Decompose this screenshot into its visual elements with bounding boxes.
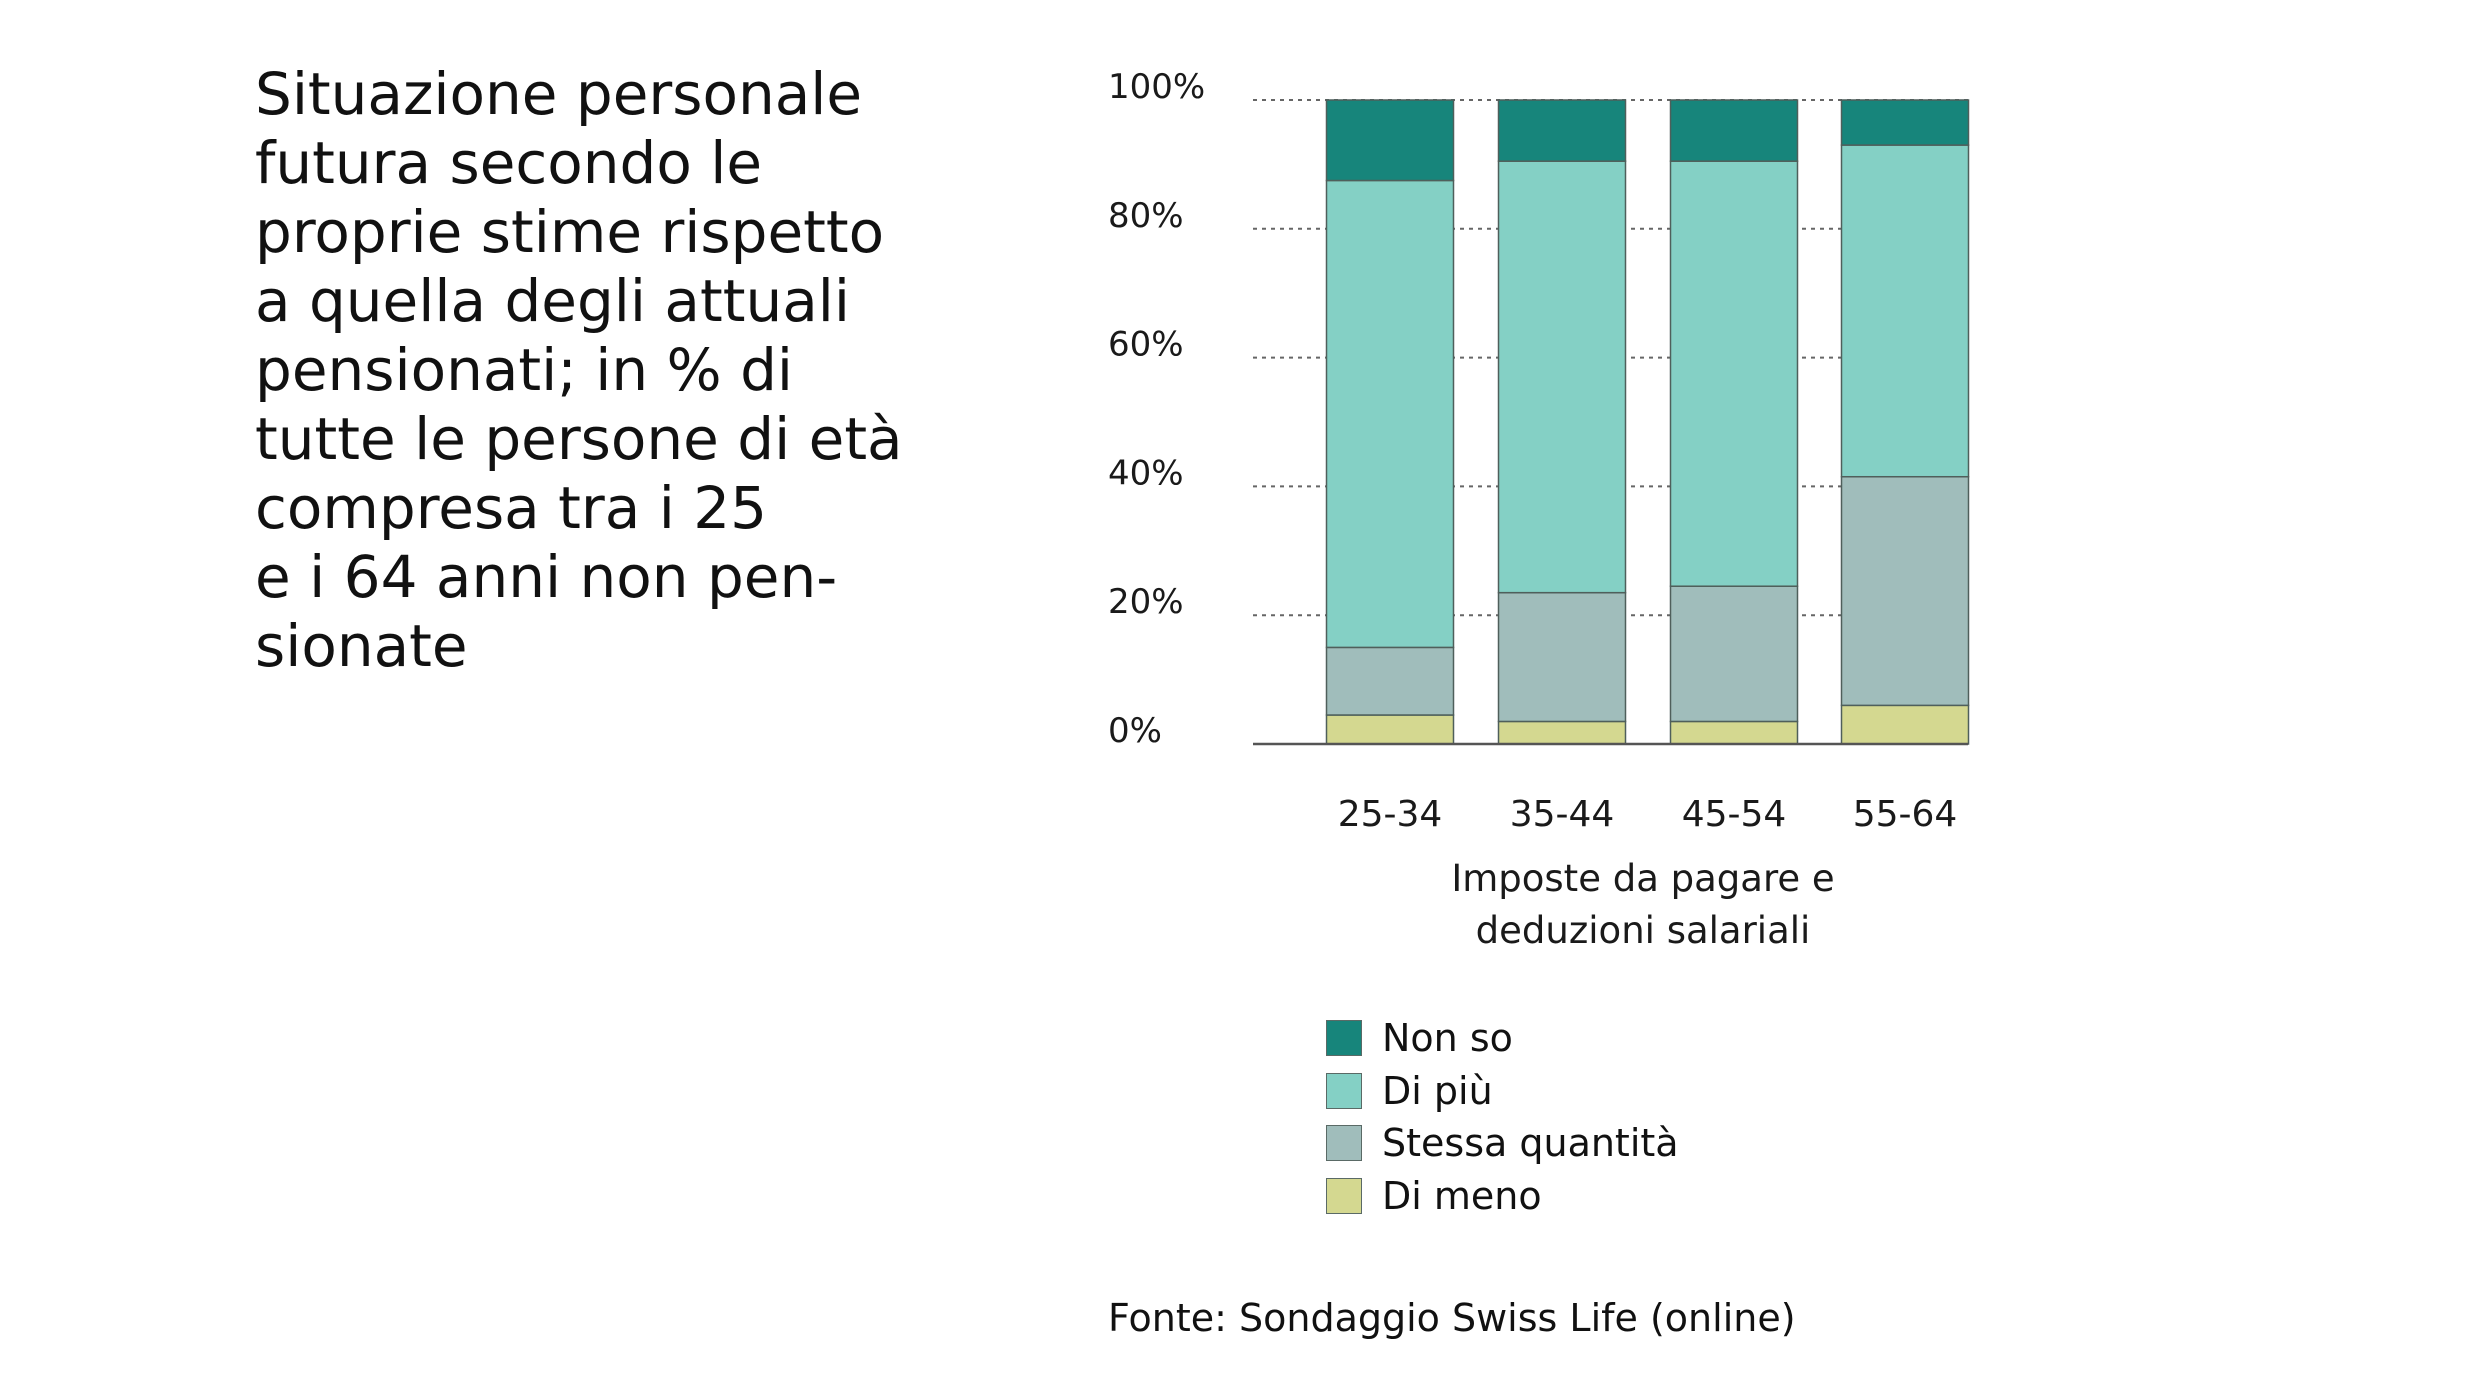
y-tick-label: 40% (1108, 453, 1184, 493)
bar-segment (1325, 646, 1455, 716)
chart-title-line: tutte le persone di età (255, 405, 903, 473)
legend-item: Stessa quantità (1326, 1117, 1679, 1170)
chart-title-line: proprie stime rispetto (255, 198, 885, 266)
y-tick-label: 0% (1108, 711, 1162, 751)
legend-item: Non so (1326, 1012, 1679, 1065)
x-tick-label: 45-54 (1682, 794, 1787, 835)
legend-swatch (1326, 1020, 1362, 1057)
chart-title-line: pensionati; in % di (255, 336, 794, 404)
x-tick-label: 25-34 (1338, 794, 1443, 835)
legend-swatch (1326, 1125, 1362, 1162)
legend-item: Di meno (1326, 1170, 1679, 1223)
legend: Non so Di più Stessa quantità Di meno (1326, 1012, 1679, 1222)
source-note: Fonte: Sondaggio Swiss Life (online) (1108, 1296, 1796, 1340)
bar-segment (1669, 99, 1799, 162)
x-tick-label: 55-64 (1853, 794, 1958, 835)
legend-label: Non so (1382, 1016, 1513, 1061)
chart-title-line: e i 64 anni non pen- (255, 543, 838, 611)
chart-title-line: futura secondo le (255, 129, 763, 197)
bars (1325, 99, 1970, 745)
legend-label: Stessa quantità (1382, 1121, 1679, 1166)
bar-segment (1840, 704, 1970, 745)
y-tick-labels: 0% 20% 40% 60% 80% 100% (1108, 67, 1205, 751)
bar-segment (1669, 720, 1799, 745)
chart-title-line: sionate (255, 612, 468, 680)
bar-segment (1325, 179, 1455, 649)
x-tick-label: 35-44 (1510, 794, 1615, 835)
x-axis-title-line: Imposte da pagare e (1451, 857, 1834, 900)
bar-segment (1497, 720, 1627, 745)
bar-segment (1325, 99, 1455, 182)
bar-segment (1840, 475, 1970, 707)
y-tick-label: 100% (1108, 67, 1205, 107)
y-tick-label: 80% (1108, 196, 1184, 236)
legend-item: Di più (1326, 1065, 1679, 1118)
legend-label: Di meno (1382, 1173, 1542, 1218)
legend-swatch (1326, 1177, 1362, 1214)
bar-segment (1840, 99, 1970, 146)
bar-segment (1669, 160, 1799, 587)
x-axis-title-line: deduzioni salariali (1476, 909, 1811, 952)
bar-segment (1497, 99, 1627, 162)
chart-title-line: Situazione personale (255, 60, 863, 128)
y-tick-label: 20% (1108, 582, 1184, 622)
y-tick-label: 60% (1108, 325, 1184, 365)
bar-segment (1840, 144, 1970, 478)
x-tick-labels: 25-34 35-44 45-54 55-64 (1338, 794, 1958, 835)
bar-segment (1325, 714, 1455, 745)
chart-title-line: compresa tra i 25 (255, 474, 768, 542)
bar-segment (1497, 591, 1627, 723)
chart-title: Situazione personale futura secondo le p… (255, 60, 955, 681)
chart-title-line: a quella degli attuali (255, 267, 850, 335)
bar-segment (1669, 585, 1799, 723)
bar-segment (1497, 160, 1627, 594)
legend-label: Di più (1382, 1068, 1493, 1113)
legend-swatch (1326, 1072, 1362, 1109)
